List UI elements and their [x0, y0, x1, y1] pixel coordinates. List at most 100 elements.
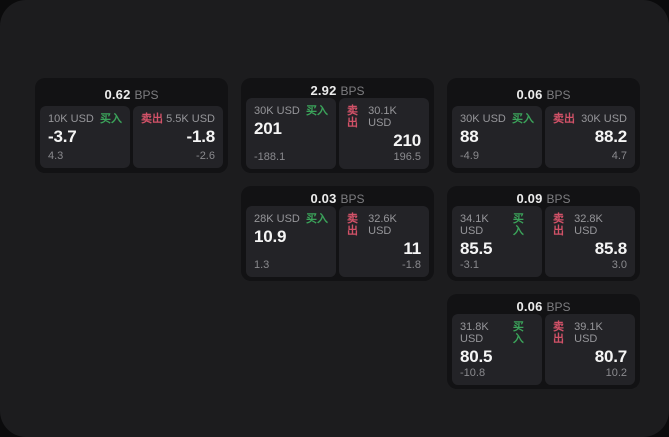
sell-side-label: 卖出	[347, 213, 358, 237]
spread-header: 0.06 BPS	[452, 83, 635, 106]
quote-panels: 10K USD 买入 -3.7 4.3 卖出 5.5K USD -1.8 -2.…	[40, 106, 223, 168]
quote-panels: 30K USD 买入 201 -188.1 卖出 30.1K USD 210 1…	[246, 98, 429, 169]
buy-side-label: 买入	[512, 113, 534, 125]
buy-price: 85.5	[460, 239, 493, 258]
quote-card: 2.92 BPS 30K USD 买入 201 -188.1 卖出 30.1K …	[241, 78, 434, 173]
sell-panel-top: 卖出 30.1K USD	[347, 105, 421, 129]
sell-side-label: 卖出	[347, 105, 358, 129]
spread-header: 2.92 BPS	[246, 83, 429, 98]
sell-price: 85.8	[594, 239, 627, 258]
spread-header: 0.03 BPS	[246, 191, 429, 206]
quote-panels: 30K USD 买入 88 -4.9 卖出 30K USD 88.2 4.7	[452, 106, 635, 168]
spread-unit-label: BPS	[134, 87, 159, 102]
spread-unit-label: BPS	[340, 83, 365, 98]
sell-panel-top: 卖出 39.1K USD	[553, 321, 627, 345]
buy-panel-top: 30K USD 买入	[460, 113, 534, 125]
spread-value: 0.62	[104, 87, 131, 102]
buy-size: 34.1K USD	[460, 213, 489, 237]
sell-price: 80.7	[594, 347, 627, 366]
sell-panel[interactable]: 卖出 30.1K USD 210 196.5	[339, 98, 429, 169]
spread-header: 0.62 BPS	[40, 83, 223, 106]
sell-panel[interactable]: 卖出 32.8K USD 85.8 3.0	[545, 206, 635, 277]
buy-panel[interactable]: 28K USD 买入 10.9 1.3	[246, 206, 336, 277]
sell-sub-value: 3.0	[611, 259, 627, 271]
buy-sub-value: -10.8	[460, 367, 486, 379]
spread-unit-label: BPS	[546, 299, 571, 314]
sell-side-label: 卖出	[553, 213, 564, 237]
buy-panel-top: 34.1K USD 买入	[460, 213, 534, 237]
spread-value: 0.03	[310, 191, 337, 206]
buy-panel-top: 28K USD 买入	[254, 213, 328, 225]
sell-panel-top: 卖出 32.8K USD	[553, 213, 627, 237]
buy-size: 10K USD	[48, 113, 94, 125]
sell-sub-value: -2.6	[196, 150, 215, 162]
sell-size: 30K USD	[581, 113, 627, 125]
sell-sub-value: 4.7	[611, 150, 627, 162]
quote-panels: 31.8K USD 买入 80.5 -10.8 卖出 39.1K USD 80.…	[452, 314, 635, 385]
buy-sub-value: -188.1	[254, 151, 286, 163]
spread-unit-label: BPS	[340, 191, 365, 206]
sell-price: 88.2	[594, 127, 627, 146]
spread-value: 0.09	[516, 191, 543, 206]
sell-sub-value: -1.8	[402, 259, 421, 271]
sell-sub-value: 10.2	[605, 367, 627, 379]
quote-panels: 34.1K USD 买入 85.5 -3.1 卖出 32.8K USD 85.8…	[452, 206, 635, 277]
buy-side-label: 买入	[306, 213, 328, 225]
buy-panel[interactable]: 10K USD 买入 -3.7 4.3	[40, 106, 130, 168]
sell-panel-top: 卖出 30K USD	[553, 113, 627, 125]
buy-sub-value: 4.3	[48, 150, 64, 162]
quote-cards-grid: 0.62 BPS 10K USD 买入 -3.7 4.3 卖出 5.5K USD	[35, 78, 640, 389]
sell-price: -1.8	[186, 127, 216, 146]
buy-side-label: 买入	[306, 105, 328, 117]
sell-size: 39.1K USD	[574, 321, 603, 345]
spread-value: 0.06	[516, 299, 543, 314]
buy-panel[interactable]: 30K USD 买入 201 -188.1	[246, 98, 336, 169]
buy-side-label: 买入	[512, 321, 524, 345]
sell-size: 32.8K USD	[574, 213, 603, 237]
sell-sub-value: 196.5	[393, 151, 421, 163]
buy-price: 10.9	[254, 227, 287, 246]
sell-size: 5.5K USD	[166, 113, 215, 125]
sell-panel[interactable]: 卖出 5.5K USD -1.8 -2.6	[133, 106, 223, 168]
buy-price: 201	[254, 119, 282, 138]
quote-card: 0.62 BPS 10K USD 买入 -3.7 4.3 卖出 5.5K USD	[35, 78, 228, 173]
sell-size: 32.6K USD	[368, 213, 397, 237]
sell-panel-top: 卖出 5.5K USD	[141, 113, 215, 125]
sell-panel[interactable]: 卖出 32.6K USD 11 -1.8	[339, 206, 429, 277]
buy-sub-value: -4.9	[460, 150, 479, 162]
buy-panel[interactable]: 31.8K USD 买入 80.5 -10.8	[452, 314, 542, 385]
sell-side-label: 卖出	[141, 113, 163, 125]
quote-panels: 28K USD 买入 10.9 1.3 卖出 32.6K USD 11 -1.8	[246, 206, 429, 277]
buy-panel[interactable]: 34.1K USD 买入 85.5 -3.1	[452, 206, 542, 277]
buy-sub-value: -3.1	[460, 259, 479, 271]
buy-panel-top: 10K USD 买入	[48, 113, 122, 125]
sell-price: 11	[403, 239, 421, 258]
buy-sub-value: 1.3	[254, 259, 270, 271]
sell-side-label: 卖出	[553, 321, 564, 345]
spread-unit-label: BPS	[546, 191, 571, 206]
sell-panel[interactable]: 卖出 39.1K USD 80.7 10.2	[545, 314, 635, 385]
quote-card: 0.06 BPS 31.8K USD 买入 80.5 -10.8 卖出 39.1…	[447, 294, 640, 389]
buy-price: -3.7	[48, 127, 77, 146]
buy-side-label: 买入	[512, 213, 524, 237]
quote-card: 0.09 BPS 34.1K USD 买入 85.5 -3.1 卖出 32.8K…	[447, 186, 640, 281]
spread-header: 0.09 BPS	[452, 191, 635, 206]
buy-panel-top: 30K USD 买入	[254, 105, 328, 117]
sell-panel[interactable]: 卖出 30K USD 88.2 4.7	[545, 106, 635, 168]
spread-unit-label: BPS	[546, 87, 571, 102]
buy-price: 88	[460, 127, 479, 146]
buy-size: 30K USD	[254, 105, 300, 117]
buy-size: 31.8K USD	[460, 321, 489, 345]
sell-size: 30.1K USD	[368, 105, 397, 129]
buy-panel[interactable]: 30K USD 买入 88 -4.9	[452, 106, 542, 168]
quote-card: 0.03 BPS 28K USD 买入 10.9 1.3 卖出 32.6K US…	[241, 186, 434, 281]
spread-header: 0.06 BPS	[452, 299, 635, 314]
buy-size: 30K USD	[460, 113, 506, 125]
buy-size: 28K USD	[254, 213, 300, 225]
buy-side-label: 买入	[100, 113, 122, 125]
sell-price: 210	[393, 131, 421, 150]
spread-value: 0.06	[516, 87, 543, 102]
sell-side-label: 卖出	[553, 113, 575, 125]
buy-panel-top: 31.8K USD 买入	[460, 321, 534, 345]
